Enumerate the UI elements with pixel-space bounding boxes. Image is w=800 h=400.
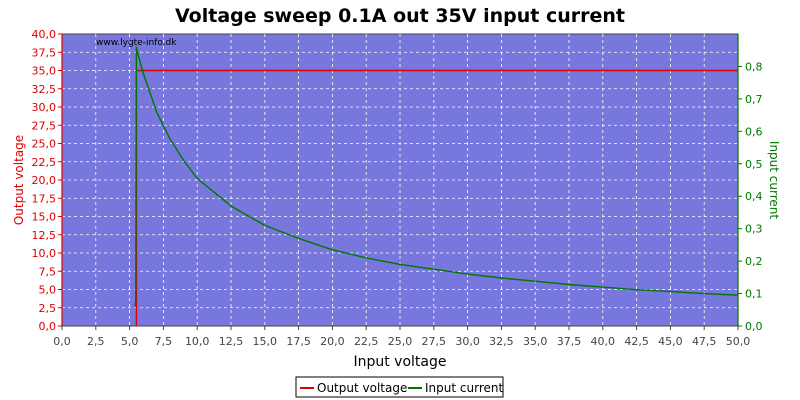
left-tick-label: 15,0 (32, 211, 57, 224)
legend: Output voltage Input current (295, 376, 504, 398)
left-tick-label: 5,0 (39, 284, 57, 297)
left-tick-label: 40,0 (32, 28, 57, 41)
right-tick-label: 0,7 (745, 93, 763, 106)
x-tick-label: 2,5 (87, 335, 105, 348)
chart-title: Voltage sweep 0.1A out 35V input current (175, 5, 625, 27)
x-tick-label: 27,5 (422, 335, 447, 348)
right-tick-label: 0,2 (745, 255, 763, 268)
series-line-input-current (134, 46, 739, 307)
x-tick-label: 32,5 (489, 335, 514, 348)
left-tick-label: 27,5 (32, 119, 57, 132)
watermark: www.lygte-info.dk (96, 38, 177, 48)
left-tick-label: 17,5 (32, 192, 57, 205)
left-tick-label: 35,0 (32, 65, 57, 78)
left-axis-ticks: 0,0 2,5 5,0 7,5 10,0 12,5 15,0 17,5 20,0 22,5 25,0… (32, 28, 63, 333)
x-tick-label: 5,0 (121, 335, 139, 348)
right-tick-label: 0,4 (745, 190, 763, 203)
left-tick-label: 10,0 (32, 247, 57, 260)
x-tick-label: 22,5 (354, 335, 379, 348)
x-tick-label: 12,5 (219, 335, 244, 348)
x-tick-label: 17,5 (286, 335, 311, 348)
x-tick-label: 0,0 (53, 335, 71, 348)
x-tick-label: 42,5 (624, 335, 649, 348)
right-tick-label: 0,5 (745, 158, 763, 171)
x-tick-label: 7,5 (155, 335, 173, 348)
left-tick-label: 0,0 (39, 320, 57, 333)
left-axis-title: Output voltage (12, 135, 26, 225)
left-tick-label: 20,0 (32, 174, 57, 187)
x-tick-label: 35,0 (523, 335, 548, 348)
x-tick-label: 15,0 (253, 335, 278, 348)
left-tick-label: 7,5 (39, 265, 57, 278)
left-tick-label: 12,5 (32, 229, 57, 242)
right-axis-ticks: 0,0 0,1 0,2 0,3 0,4 0,5 0,6 0,7 0,8 (737, 34, 763, 333)
legend-label-output-voltage: Output voltage (317, 381, 407, 395)
x-tick-label: 47,5 (692, 335, 717, 348)
left-tick-label: 2,5 (39, 302, 57, 315)
left-tick-label: 37,5 (32, 46, 57, 59)
right-tick-label: 0,6 (745, 125, 763, 138)
x-tick-label: 30,0 (455, 335, 480, 348)
x-tick-label: 45,0 (658, 335, 683, 348)
grid-lines (62, 34, 738, 326)
x-axis-title: Input voltage (353, 354, 446, 370)
left-tick-label: 32,5 (32, 83, 57, 96)
right-tick-label: 0,1 (745, 288, 763, 301)
left-tick-label: 30,0 (32, 101, 57, 114)
series-lines (134, 46, 739, 326)
x-tick-label: 25,0 (388, 335, 413, 348)
left-tick-label: 22,5 (32, 156, 57, 169)
right-tick-label: 0,3 (745, 223, 763, 236)
right-tick-label: 0,0 (745, 320, 763, 333)
legend-box (295, 376, 504, 398)
x-tick-label: 50,0 (726, 335, 751, 348)
left-tick-label: 25,0 (32, 138, 57, 151)
x-tick-label: 40,0 (591, 335, 616, 348)
x-tick-label: 37,5 (557, 335, 582, 348)
legend-label-input-current: Input current (425, 381, 503, 395)
x-axis-ticks: 0,0 2,5 5,0 7,5 10,0 12,5 15,0 17,5 20,0 22,5 25,0… (53, 326, 750, 348)
right-tick-label: 0,8 (745, 60, 763, 73)
x-tick-label: 20,0 (320, 335, 345, 348)
right-axis-title: Input current (767, 141, 781, 219)
x-tick-label: 10,0 (185, 335, 210, 348)
